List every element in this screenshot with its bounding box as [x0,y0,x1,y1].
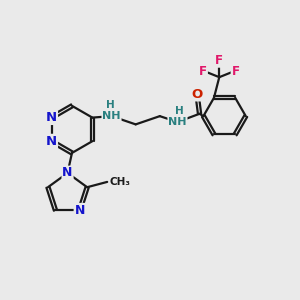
Text: H: H [175,106,184,116]
Text: NH: NH [102,111,121,121]
Text: N: N [62,167,73,179]
Text: N: N [46,111,57,124]
Text: O: O [192,88,203,100]
Text: NH: NH [168,117,187,127]
Text: F: F [215,54,223,67]
Text: F: F [232,65,239,78]
Text: N: N [74,204,85,217]
Text: F: F [199,65,207,78]
Text: H: H [106,100,115,110]
Text: CH₃: CH₃ [110,177,130,187]
Text: N: N [46,135,57,148]
